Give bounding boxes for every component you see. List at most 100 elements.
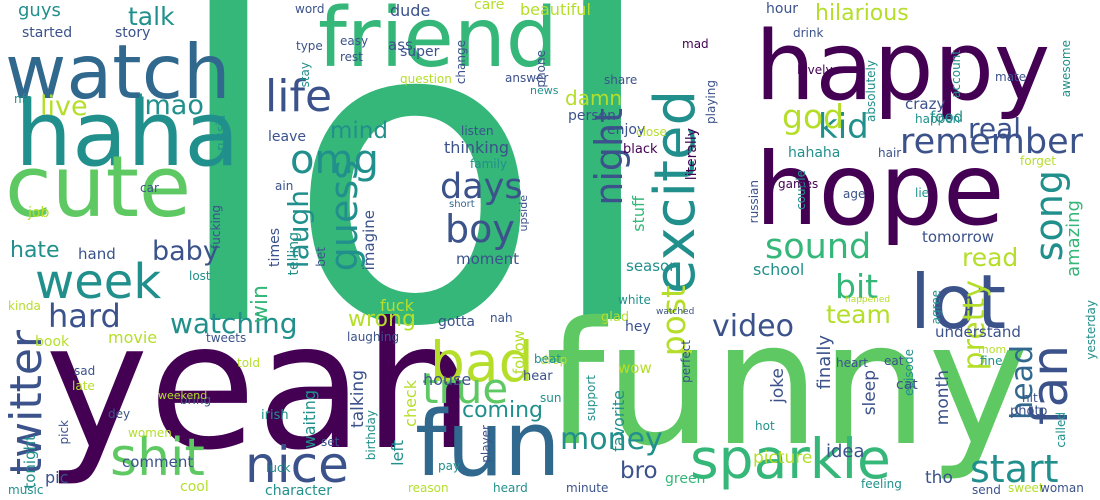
word-check: check bbox=[401, 380, 420, 427]
word-hard: hard bbox=[48, 297, 121, 335]
word-literally: literally bbox=[684, 128, 700, 181]
word-waiting: waiting bbox=[300, 390, 319, 449]
word-job: job bbox=[28, 205, 50, 221]
word-sad: sad bbox=[74, 364, 96, 378]
word-lovely: lovely bbox=[797, 63, 833, 77]
word-mom: mom bbox=[978, 343, 1007, 356]
word-called: called bbox=[1054, 412, 1068, 448]
word-black: black bbox=[623, 142, 658, 157]
word-cute: cute bbox=[5, 138, 192, 237]
word-funny: funny bbox=[545, 286, 1029, 484]
word-dey: dey bbox=[108, 407, 131, 421]
word-laughing: laughing bbox=[347, 330, 400, 344]
word-rest: rest bbox=[340, 50, 364, 64]
word-telling: telling bbox=[286, 232, 302, 276]
word-family: family bbox=[470, 157, 508, 171]
word-hit: hit bbox=[1022, 391, 1038, 405]
word-hair: hair bbox=[878, 146, 902, 160]
word-green: green bbox=[665, 471, 706, 487]
word-mate: mate bbox=[995, 70, 1027, 84]
word-change: change bbox=[454, 40, 468, 85]
word-white: white bbox=[618, 293, 651, 307]
word-money: money bbox=[560, 422, 663, 457]
word-absolutely: absolutely bbox=[864, 60, 878, 123]
word-stuff: stuff bbox=[629, 196, 648, 232]
word-favorite: favorite bbox=[609, 390, 628, 452]
word-days: days bbox=[440, 167, 523, 207]
word-age: age bbox=[843, 187, 866, 201]
word-guys: guys bbox=[18, 0, 61, 21]
word-started: started bbox=[22, 25, 73, 41]
word-start: start bbox=[970, 447, 1059, 491]
word-friend: friend bbox=[318, 0, 558, 86]
word-sound: sound bbox=[765, 227, 872, 267]
word-fine: fine bbox=[980, 354, 1003, 368]
word-fucking: fucking bbox=[209, 205, 223, 249]
word-word: word bbox=[295, 2, 325, 16]
word-beat: beat bbox=[534, 352, 562, 366]
word-upside: upside bbox=[517, 195, 530, 232]
word-kinda: kinda bbox=[8, 299, 41, 313]
word-team: team bbox=[826, 300, 891, 329]
word-coming: coming bbox=[462, 398, 544, 423]
word-dude: dude bbox=[390, 1, 431, 20]
word-easy: easy bbox=[340, 34, 369, 48]
word-type: type bbox=[296, 39, 323, 53]
word-picture: picture bbox=[753, 448, 813, 468]
word-joke: joke bbox=[768, 368, 788, 403]
word-shit: shit bbox=[110, 428, 205, 488]
word-movie: movie bbox=[108, 328, 158, 347]
word-kid: kid bbox=[818, 107, 869, 147]
word-agree: agree bbox=[929, 290, 943, 325]
word-support: support bbox=[584, 375, 598, 422]
word-russian: russian bbox=[747, 180, 761, 224]
word-awesome: awesome bbox=[1059, 40, 1073, 98]
word-sleep: sleep bbox=[860, 370, 880, 416]
word-hour: hour bbox=[766, 1, 799, 17]
word-haha: haha bbox=[15, 82, 240, 187]
word-pick: pick bbox=[57, 420, 71, 445]
word-late: late bbox=[72, 379, 95, 393]
word-omg: omg bbox=[290, 137, 379, 183]
word-bit: bit bbox=[835, 267, 879, 306]
word-russia: russia bbox=[214, 115, 228, 151]
word-boy: boy bbox=[445, 207, 515, 251]
word-idea: idea bbox=[826, 441, 865, 462]
word-nah: nah bbox=[490, 311, 513, 325]
word-food: food bbox=[930, 108, 964, 126]
word-bad: bad bbox=[430, 330, 534, 394]
word-photo: photo bbox=[1010, 404, 1048, 419]
word-care: care bbox=[474, 0, 505, 13]
word-character: character bbox=[265, 483, 333, 499]
word-times: times bbox=[267, 228, 283, 267]
word-player: player bbox=[479, 425, 493, 463]
word-pay: pay bbox=[438, 459, 461, 473]
word-wrong: wrong bbox=[348, 307, 416, 332]
word-drop: drop bbox=[540, 353, 568, 367]
word-cat: cat bbox=[896, 377, 918, 393]
word-ain: ain bbox=[275, 179, 294, 193]
word-playing: playing bbox=[704, 80, 718, 124]
word-answer: answer bbox=[505, 71, 549, 85]
word-hear: hear bbox=[523, 369, 553, 384]
word-birthday: birthday bbox=[364, 410, 378, 461]
word-enjoy: enjoy bbox=[607, 122, 646, 138]
word-hand: hand bbox=[78, 245, 116, 263]
word-irish: irish bbox=[261, 408, 289, 423]
word-weekend: weekend bbox=[158, 389, 208, 402]
word-sun: sun bbox=[540, 391, 562, 405]
word-tomorrow: tomorrow bbox=[922, 228, 995, 246]
word-leave: leave bbox=[268, 129, 306, 145]
word-thinking: thinking bbox=[444, 138, 510, 157]
word-luck: luck bbox=[266, 461, 291, 475]
word-talk: talk bbox=[128, 2, 175, 31]
word-women: women bbox=[128, 426, 172, 440]
word-mind: mind bbox=[330, 118, 388, 144]
word-share: share bbox=[604, 73, 638, 87]
word-school: school bbox=[753, 260, 805, 279]
word-lmao: lmao bbox=[137, 90, 204, 121]
word-question: question bbox=[400, 72, 452, 86]
word-car: car bbox=[140, 181, 159, 195]
word-god: god bbox=[782, 97, 845, 136]
word-listen: listen bbox=[461, 124, 494, 138]
